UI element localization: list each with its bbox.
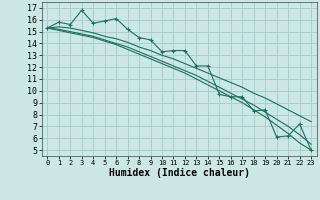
X-axis label: Humidex (Indice chaleur): Humidex (Indice chaleur) — [109, 168, 250, 178]
